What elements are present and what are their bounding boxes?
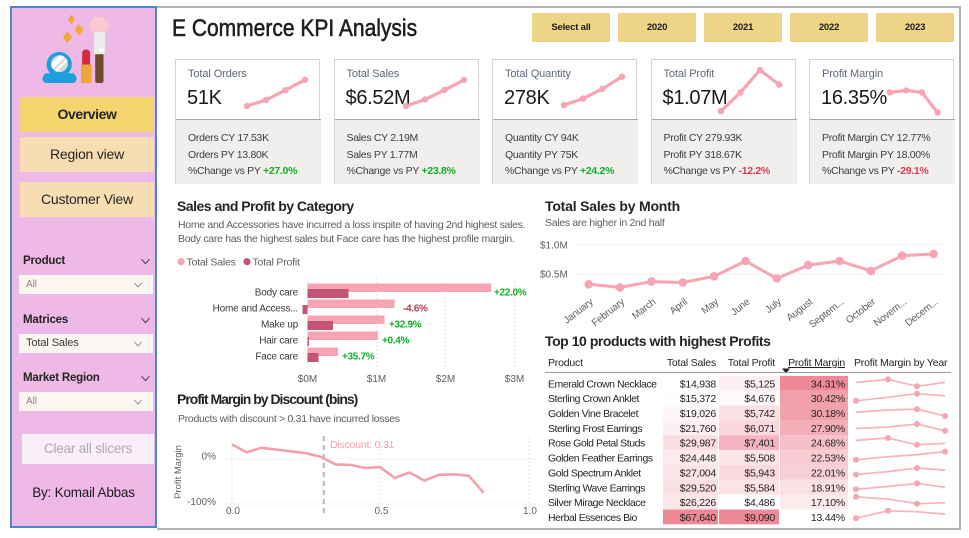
svg-text:Total Profit: Total Profit	[253, 257, 300, 269]
svg-text:April: April	[668, 297, 690, 317]
svg-text:$2M: $2M	[436, 374, 455, 385]
svg-text:May: May	[700, 297, 721, 317]
svg-text:$5,508: $5,508	[744, 453, 775, 465]
svg-text:-100%: -100%	[187, 497, 216, 508]
svg-text:$1M: $1M	[367, 374, 386, 385]
svg-text:Discount: 0.31: Discount: 0.31	[330, 439, 395, 451]
svg-text:$29,987: $29,987	[680, 438, 717, 450]
svg-text:$3M: $3M	[505, 374, 524, 385]
svg-text:$19,026: $19,026	[680, 408, 717, 420]
svg-text:February: February	[590, 297, 627, 329]
svg-text:30.42%: 30.42%	[811, 393, 845, 405]
svg-text:Emerald Crown Necklace: Emerald Crown Necklace	[548, 378, 657, 390]
svg-text:Face care: Face care	[255, 352, 298, 363]
svg-text:Body care: Body care	[255, 288, 299, 299]
svg-text:$21,760: $21,760	[680, 423, 717, 435]
svg-text:+32.9%: +32.9%	[389, 320, 422, 331]
svg-text:Herbal Essences Bio: Herbal Essences Bio	[548, 512, 638, 524]
svg-text:22.53%: 22.53%	[811, 453, 845, 465]
svg-text:Sterling Crown Anklet: Sterling Crown Anklet	[548, 393, 639, 405]
svg-text:$5,742: $5,742	[744, 408, 775, 420]
svg-text:Profit Margin by Year: Profit Margin by Year	[854, 357, 948, 369]
svg-text:Profit Margin: Profit Margin	[173, 445, 184, 499]
svg-text:27.90%: 27.90%	[811, 423, 845, 435]
svg-text:$15,372: $15,372	[680, 393, 717, 405]
svg-text:July: July	[763, 297, 783, 316]
svg-text:Gold Spectrum Anklet: Gold Spectrum Anklet	[548, 467, 641, 479]
svg-text:34.31%: 34.31%	[811, 378, 845, 390]
svg-text:22.01%: 22.01%	[811, 467, 845, 479]
svg-text:Septem...: Septem...	[807, 297, 846, 331]
svg-text:0.0: 0.0	[226, 506, 240, 517]
svg-text:$26,226: $26,226	[680, 497, 717, 509]
svg-text:Total Sales: Total Sales	[667, 357, 716, 369]
svg-text:-4.6%: -4.6%	[403, 304, 428, 315]
svg-text:June: June	[729, 296, 753, 318]
svg-text:Silver Mirage Necklace: Silver Mirage Necklace	[548, 497, 646, 509]
svg-text:$4,486: $4,486	[744, 497, 775, 509]
svg-text:Rose Gold Petal Studs: Rose Gold Petal Studs	[548, 438, 645, 450]
svg-text:Decem...: Decem...	[903, 297, 940, 329]
svg-text:Product: Product	[548, 357, 583, 369]
svg-text:24.68%: 24.68%	[811, 438, 845, 450]
svg-text:$0.5M: $0.5M	[540, 269, 568, 280]
svg-text:$14,938: $14,938	[680, 378, 717, 390]
svg-text:18.91%: 18.91%	[811, 482, 845, 494]
svg-text:0%: 0%	[202, 452, 217, 463]
svg-text:$6,071: $6,071	[744, 423, 775, 435]
svg-text:$27,004: $27,004	[680, 467, 717, 479]
svg-text:$24,448: $24,448	[680, 453, 717, 465]
svg-text:1.0: 1.0	[523, 506, 537, 517]
svg-text:Sterling Frost Earrings: Sterling Frost Earrings	[548, 423, 642, 435]
svg-text:17.10%: 17.10%	[811, 497, 845, 509]
svg-text:Make up: Make up	[261, 320, 299, 331]
svg-text:+22.0%: +22.0%	[494, 288, 527, 299]
svg-text:$5,125: $5,125	[744, 378, 775, 390]
svg-text:13.44%: 13.44%	[811, 512, 845, 524]
svg-text:$7,401: $7,401	[744, 438, 775, 450]
svg-text:+0.4%: +0.4%	[382, 336, 410, 347]
svg-text:Golden Feather Earrings: Golden Feather Earrings	[548, 453, 653, 465]
svg-text:$9,090: $9,090	[744, 512, 775, 524]
svg-text:$5,584: $5,584	[744, 482, 775, 494]
svg-text:+35.7%: +35.7%	[342, 352, 375, 363]
svg-text:0.5: 0.5	[375, 506, 389, 517]
svg-text:$5,943: $5,943	[744, 467, 775, 479]
svg-text:$1.0M: $1.0M	[540, 240, 568, 251]
svg-text:Profit Margin: Profit Margin	[788, 357, 845, 369]
svg-text:Golden Vine Bracelet: Golden Vine Bracelet	[548, 408, 639, 420]
svg-text:Sterling Wave Earrings: Sterling Wave Earrings	[548, 482, 645, 494]
svg-text:Home and Access...: Home and Access...	[213, 304, 298, 315]
svg-text:$4,676: $4,676	[744, 393, 775, 405]
svg-text:$0M: $0M	[298, 374, 317, 385]
svg-text:$29,520: $29,520	[680, 482, 717, 494]
svg-text:March: March	[630, 297, 658, 322]
svg-text:30.18%: 30.18%	[811, 408, 845, 420]
svg-text:Total Sales: Total Sales	[187, 257, 236, 269]
svg-text:Hair care: Hair care	[259, 336, 298, 347]
svg-text:Novem...: Novem...	[872, 297, 909, 329]
svg-text:Total Profit: Total Profit	[728, 357, 775, 369]
svg-text:$67,640: $67,640	[680, 512, 717, 524]
